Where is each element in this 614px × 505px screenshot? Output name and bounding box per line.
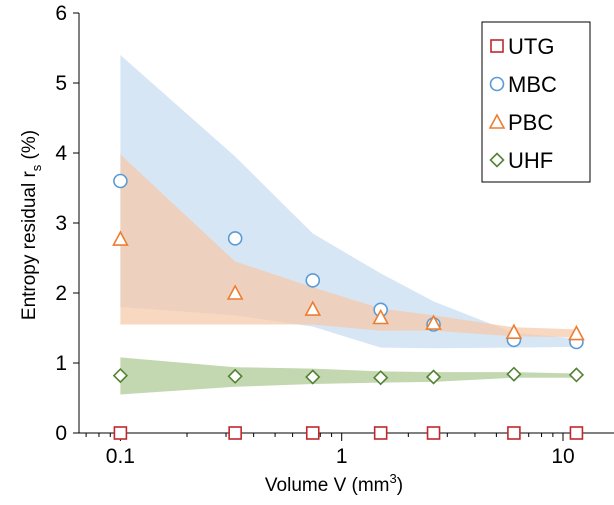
y-tick-label: 4 bbox=[55, 142, 67, 165]
data-point-mbc bbox=[305, 273, 321, 288]
data-point-uhf bbox=[112, 367, 129, 384]
legend-label-utg: UTG bbox=[508, 34, 554, 59]
data-point-utg bbox=[569, 426, 584, 440]
data-point-uhf bbox=[305, 369, 321, 385]
data-point-uhf bbox=[373, 370, 389, 386]
data-point-utg bbox=[228, 426, 242, 440]
y-tick-label: 2 bbox=[55, 282, 67, 305]
legend-label-uhf: UHF bbox=[508, 148, 553, 173]
x-tick-label: 10 bbox=[551, 445, 574, 468]
data-point-uhf bbox=[506, 366, 522, 382]
data-point-pbc bbox=[226, 284, 244, 300]
data-point-mbc bbox=[113, 173, 128, 189]
data-point-pbc bbox=[505, 323, 523, 340]
data-point-uhf bbox=[425, 369, 442, 385]
data-point-utg bbox=[113, 426, 128, 440]
y-tick-label: 1 bbox=[55, 352, 67, 375]
y-tick-label: 0 bbox=[55, 422, 67, 445]
data-point-pbc bbox=[568, 324, 585, 341]
data-point-utg bbox=[507, 426, 521, 440]
data-point-utg bbox=[426, 426, 441, 440]
legend-marker-mbc bbox=[489, 76, 505, 92]
y-axis-title: Entropy residual rs (%) bbox=[19, 130, 44, 320]
data-point-pbc bbox=[304, 300, 322, 316]
data-point-uhf bbox=[568, 367, 585, 383]
y-tick-label: 6 bbox=[55, 2, 67, 25]
data-point-utg bbox=[305, 426, 320, 440]
axes: 0 1 2 3 4 5 6 0.1 1 10 bbox=[55, 2, 614, 468]
series-pbc bbox=[112, 230, 585, 341]
data-point-pbc bbox=[112, 230, 129, 246]
data-point-mbc bbox=[227, 231, 243, 246]
legend-label-pbc: PBC bbox=[508, 110, 553, 135]
legend-label-mbc: MBC bbox=[508, 72, 557, 97]
data-point-pbc bbox=[372, 308, 390, 325]
data-point-uhf bbox=[227, 368, 243, 384]
data-point-pbc bbox=[425, 314, 442, 330]
series-uhf bbox=[112, 366, 585, 386]
x-axis-title: Volume V (mm3) bbox=[265, 471, 403, 496]
legend: UTG MBC PBC UHF bbox=[481, 21, 591, 183]
data-point-utg bbox=[373, 426, 388, 440]
legend-marker-uhf bbox=[489, 152, 505, 168]
legend-marker-pbc bbox=[488, 113, 506, 129]
band-uhf bbox=[120, 357, 577, 395]
x-tick-label: 1 bbox=[336, 445, 348, 468]
series-utg bbox=[113, 426, 584, 440]
y-tick-label: 3 bbox=[55, 212, 67, 235]
data-points bbox=[112, 173, 585, 440]
y-tick-label: 5 bbox=[55, 72, 67, 95]
legend-marker-utg bbox=[490, 39, 504, 53]
x-tick-label: 0.1 bbox=[106, 445, 135, 468]
